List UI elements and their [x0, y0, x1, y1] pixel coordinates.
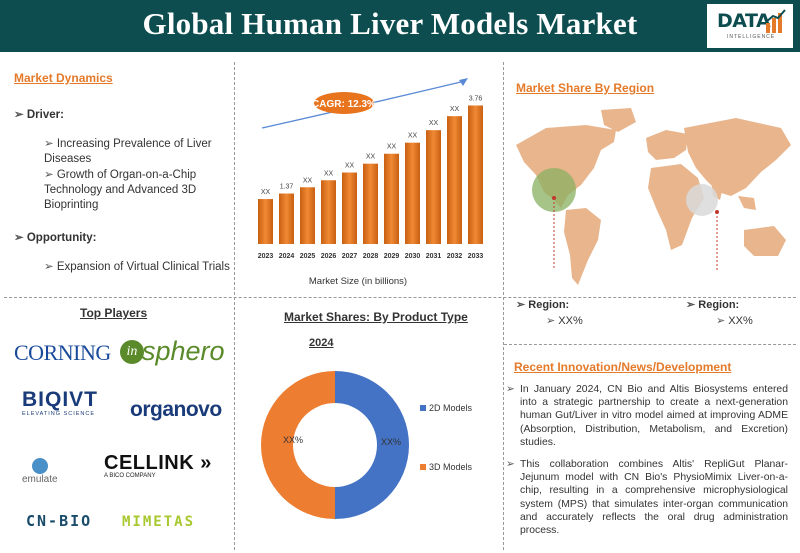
top-players-title: Top Players — [80, 306, 148, 320]
x-tick-label: 2027 — [342, 253, 358, 260]
bar-data-label: XX — [429, 120, 439, 127]
x-tick-label: 2031 — [426, 253, 442, 260]
market-share-region-title: Market Share By Region — [516, 81, 655, 95]
bar-2024 — [279, 193, 294, 244]
organovo-logo: organovo — [130, 398, 222, 421]
product-year: 2024 — [309, 337, 334, 349]
growth-arrow-head — [459, 78, 468, 86]
north-america — [516, 125, 616, 208]
market-dynamics-title: Market Dynamics — [14, 71, 113, 85]
emulate-logo: emulate — [22, 458, 58, 485]
x-tick-label: 2033 — [468, 253, 484, 260]
australia — [744, 226, 786, 256]
driver-heading: ➢ Driver: — [14, 109, 64, 121]
x-axis-label: Market Size (in billions) — [309, 276, 407, 287]
donut-slice-3d — [261, 371, 335, 519]
bar-2029 — [384, 153, 399, 244]
cagr-badge — [314, 92, 374, 114]
insphero-logo: in sphero — [120, 336, 226, 368]
region-right-label: ➢ Region: — [686, 299, 740, 311]
region-left-value: ➢ XX% — [546, 315, 583, 327]
bar-2030 — [405, 142, 420, 244]
x-tick-label: 2026 — [321, 253, 337, 260]
product-type-donut-chart: XX% XX% — [261, 371, 409, 519]
bar-data-label: XX — [450, 106, 460, 113]
slice-label-3d: XX% — [283, 435, 303, 445]
bar-2031 — [426, 130, 441, 244]
x-tick-label: 2030 — [405, 253, 421, 260]
x-tick-label: 2025 — [300, 253, 316, 260]
bar-data-label: XX — [324, 170, 334, 177]
region-highlight-americas — [532, 168, 576, 212]
product-type-title: Market Shares: By Product Type — [284, 310, 468, 324]
news-title: Recent Innovation/News/Development — [514, 360, 732, 374]
bar-data-label: XX — [261, 189, 271, 196]
world-map — [516, 108, 791, 285]
mimetas-logo: MIMETAS — [122, 514, 196, 530]
divider — [234, 62, 235, 550]
europe — [646, 130, 688, 160]
bar-data-label: XX — [387, 144, 397, 151]
corning-logo: CORNING — [14, 340, 111, 365]
region-left-label: ➢ Region: — [516, 299, 570, 311]
cnbio-logo: CN-BIO — [26, 512, 93, 530]
news-item: ➢ In January 2024, CN Bio and Altis Bios… — [506, 384, 788, 448]
africa — [648, 164, 704, 250]
southeast-asia — [738, 196, 756, 210]
divider — [503, 62, 504, 550]
bar-data-label: 3.76 — [469, 95, 483, 102]
region-right-value: ➢ XX% — [716, 315, 753, 327]
legend-item-3d: 3D Models — [420, 462, 472, 472]
x-tick-label: 2028 — [363, 253, 379, 260]
market-size-bar-chart: CAGR: 12.3% XX 1.37 XX XX XX XX XX XX XX XX 3.76 2… — [258, 78, 484, 287]
bar-2025 — [300, 187, 315, 244]
bar-chart-logo-icon — [765, 9, 786, 33]
bar-2023 — [258, 199, 273, 244]
driver-item: ➢ Increasing Prevalence of Liver Disease… — [44, 138, 212, 165]
bar-data-label: XX — [303, 177, 313, 184]
asia — [684, 118, 791, 196]
bar-data-label: XX — [345, 163, 355, 170]
logo-text: DATA — [717, 10, 771, 32]
cagr-label: CAGR: 12.3% — [312, 99, 376, 110]
bar-2028 — [363, 163, 378, 244]
x-tick-label: 2032 — [447, 253, 463, 260]
bar-data-label: 1.37 — [280, 184, 294, 191]
bar-2027 — [342, 172, 357, 244]
divider — [504, 344, 796, 345]
x-tick-label: 2029 — [384, 253, 400, 260]
news-item: ➢ This collaboration combines Altis' Rep… — [506, 459, 788, 537]
opportunity-heading: ➢ Opportunity: — [14, 232, 97, 244]
legend-item-2d: 2D Models — [420, 403, 472, 413]
slice-label-2d: XX% — [381, 437, 401, 447]
opportunity-item: ➢ Expansion of Virtual Clinical Trials — [44, 261, 230, 273]
bioivt-logo: BIQIVT ELEVATING SCIENCE — [22, 388, 99, 417]
x-tick-label: 2023 — [258, 253, 274, 260]
south-america — [564, 208, 601, 285]
header-banner: Global Human Liver Models Market DATA IN… — [0, 0, 800, 52]
greenland — [601, 108, 636, 132]
bar-2033 — [468, 105, 483, 244]
bar-data-label: XX — [408, 133, 418, 140]
x-tick-label: 2024 — [279, 253, 295, 260]
datam-logo: DATA INTELLIGENCE — [707, 4, 793, 48]
page-title: Global Human Liver Models Market — [142, 6, 638, 41]
region-highlight-asia — [686, 184, 718, 216]
cellink-logo: CELLINK » A BICO COMPANY — [104, 452, 212, 479]
logo-subtitle: INTELLIGENCE — [727, 34, 776, 40]
bar-2026 — [321, 180, 336, 244]
donut-slice-2d — [335, 371, 409, 519]
bar-2032 — [447, 116, 462, 244]
divider — [4, 297, 796, 298]
driver-item: ➢ Growth of Organ-on-a-Chip Technology a… — [44, 169, 197, 211]
bar-data-label: XX — [366, 154, 376, 161]
